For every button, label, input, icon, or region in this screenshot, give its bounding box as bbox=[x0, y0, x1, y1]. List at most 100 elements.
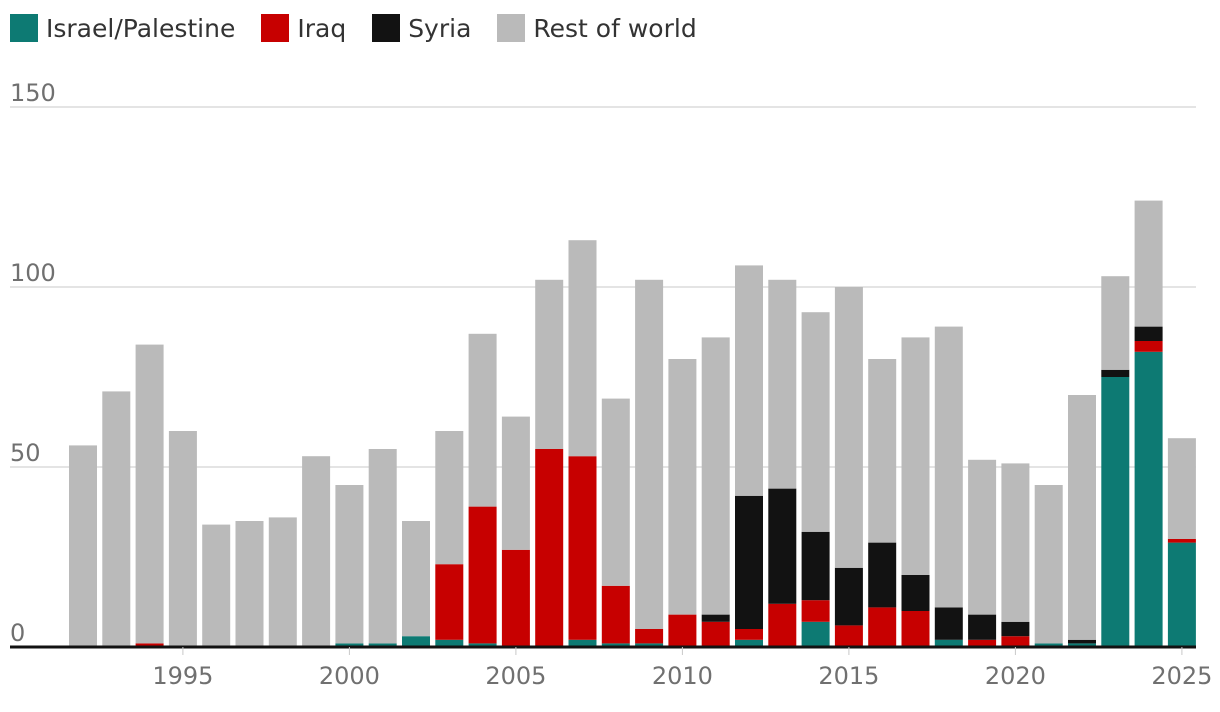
bar-segment bbox=[1101, 369, 1130, 377]
bar-segment bbox=[601, 643, 630, 647]
bar-segment bbox=[668, 614, 697, 647]
y-tick-label: 150 bbox=[10, 79, 56, 107]
bar-segment bbox=[601, 398, 630, 586]
x-tick-label: 2005 bbox=[485, 662, 546, 690]
legend-swatch bbox=[372, 14, 401, 42]
bar-segment bbox=[535, 279, 564, 449]
bar-segment bbox=[601, 585, 630, 644]
bar-segment bbox=[568, 456, 597, 640]
bar-segment bbox=[435, 431, 464, 565]
bar-segment bbox=[934, 607, 963, 640]
bar-segment bbox=[1134, 326, 1163, 341]
bar-segment bbox=[1101, 377, 1130, 647]
bar-segment bbox=[801, 531, 830, 601]
bar-segment bbox=[368, 643, 397, 647]
bar-segment bbox=[468, 643, 497, 647]
bar-segment bbox=[501, 416, 530, 550]
y-tick-label: 50 bbox=[10, 439, 41, 467]
bar-segment bbox=[1034, 643, 1063, 647]
legend-item: Syria bbox=[372, 14, 471, 43]
bar-segment bbox=[1068, 643, 1096, 647]
x-tick-label: 2000 bbox=[319, 662, 380, 690]
bar-segment bbox=[834, 625, 863, 647]
bar-segment bbox=[934, 639, 963, 647]
bar-segment bbox=[135, 344, 164, 644]
bar-segment bbox=[402, 521, 430, 637]
legend-item: Iraq bbox=[261, 14, 346, 43]
y-tick-label: 100 bbox=[10, 259, 56, 287]
bar-segment bbox=[701, 614, 730, 622]
bar-segment bbox=[435, 564, 464, 640]
bar-segment bbox=[302, 456, 331, 647]
bar-segment bbox=[701, 337, 730, 615]
bar-segment bbox=[468, 333, 497, 507]
bar-segment bbox=[69, 445, 97, 647]
bar-segment bbox=[768, 603, 797, 647]
bar-segment bbox=[768, 279, 797, 489]
bar-segment bbox=[901, 575, 930, 611]
bar-segment bbox=[568, 240, 597, 457]
bar-segment bbox=[1001, 621, 1030, 637]
bar-segment bbox=[535, 449, 564, 647]
bar-segment bbox=[635, 643, 664, 647]
bar-segment bbox=[668, 359, 697, 615]
bar-segment bbox=[501, 549, 530, 647]
x-tick-label: 2025 bbox=[1151, 662, 1212, 690]
bar-segment bbox=[568, 639, 597, 647]
bar-segment bbox=[402, 636, 430, 647]
bar-segment bbox=[1001, 463, 1030, 622]
bar-segment bbox=[701, 621, 730, 647]
legend-swatch bbox=[497, 14, 526, 42]
bar-segment bbox=[968, 639, 997, 647]
bars bbox=[10, 200, 1196, 649]
bar-segment bbox=[335, 485, 364, 644]
bar-segment bbox=[834, 287, 863, 568]
x-tick-label: 2015 bbox=[818, 662, 879, 690]
bar-segment bbox=[468, 506, 497, 644]
legend-label: Iraq bbox=[297, 13, 347, 43]
bar-segment bbox=[1167, 542, 1196, 647]
bar-segment bbox=[868, 542, 897, 608]
bar-segment bbox=[1101, 276, 1130, 370]
y-axis-labels: 0 50 100 150 bbox=[10, 79, 56, 647]
bar-segment bbox=[1134, 341, 1163, 352]
legend-label: Israel/Palestine bbox=[46, 13, 236, 43]
bar-segment bbox=[868, 607, 897, 647]
bar-segment bbox=[268, 517, 297, 647]
legend: Israel/Palestine Iraq Syria Rest of world bbox=[10, 12, 723, 44]
bar-segment bbox=[1134, 351, 1163, 647]
legend-swatch bbox=[10, 14, 38, 42]
bar-segment bbox=[1068, 639, 1096, 644]
legend-label: Syria bbox=[408, 13, 472, 43]
bar-segment bbox=[635, 279, 664, 629]
bar-segment bbox=[168, 431, 197, 647]
bar-segment bbox=[735, 629, 763, 640]
bar-segment bbox=[934, 326, 963, 608]
bar-segment bbox=[768, 488, 797, 604]
bar-segment bbox=[1134, 200, 1163, 327]
y-tick-label: 0 bbox=[10, 619, 25, 647]
bar-segment bbox=[635, 629, 664, 644]
x-tick-label: 2010 bbox=[652, 662, 713, 690]
bar-segment bbox=[235, 521, 264, 647]
x-axis-labels: 1995 2000 2005 2010 2015 2020 2025 bbox=[152, 647, 1212, 690]
bar-segment bbox=[801, 621, 830, 647]
bar-segment bbox=[801, 312, 830, 532]
bar-segment bbox=[135, 643, 164, 647]
bar-segment bbox=[435, 639, 464, 647]
bar-segment bbox=[335, 643, 364, 647]
bar-segment bbox=[901, 337, 930, 575]
bar-segment bbox=[1068, 395, 1096, 640]
bar-segment bbox=[1034, 485, 1063, 644]
bar-segment bbox=[834, 567, 863, 626]
legend-swatch bbox=[261, 14, 290, 42]
bar-segment bbox=[735, 265, 763, 496]
bar-segment bbox=[968, 459, 997, 615]
bar-segment bbox=[1167, 539, 1196, 543]
bar-segment bbox=[1167, 438, 1196, 539]
bar-segment bbox=[102, 391, 131, 647]
bar-segment bbox=[868, 359, 897, 543]
legend-item: Israel/Palestine bbox=[10, 14, 235, 43]
legend-label: Rest of world bbox=[533, 13, 697, 43]
